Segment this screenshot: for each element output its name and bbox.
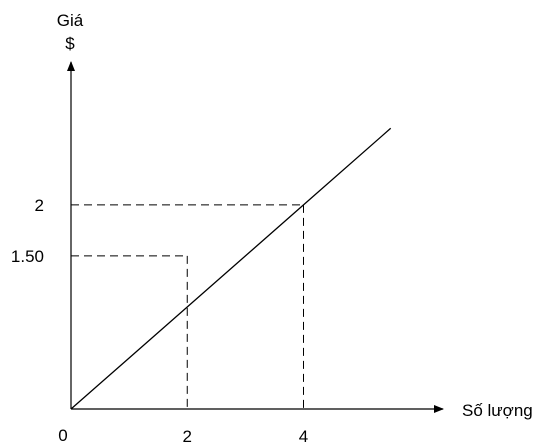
x-tick-label-2: 4 — [299, 427, 308, 446]
origin-label: 0 — [58, 426, 67, 445]
series-line-1 — [70, 127, 392, 410]
y-axis-label-line2: $ — [65, 34, 75, 53]
x-tick-label-1: 2 — [183, 427, 192, 446]
guide-lines — [71, 204, 304, 409]
y-tick-label-1: 1.50 — [11, 247, 44, 266]
series-layer — [70, 127, 392, 410]
y-axis-label-line1: Giá — [57, 11, 84, 30]
x-axis-label: Số lượng — [462, 401, 533, 420]
tick-labels: 1.50 2 2 4 — [11, 196, 308, 446]
y-tick-label-2: 2 — [35, 196, 44, 215]
